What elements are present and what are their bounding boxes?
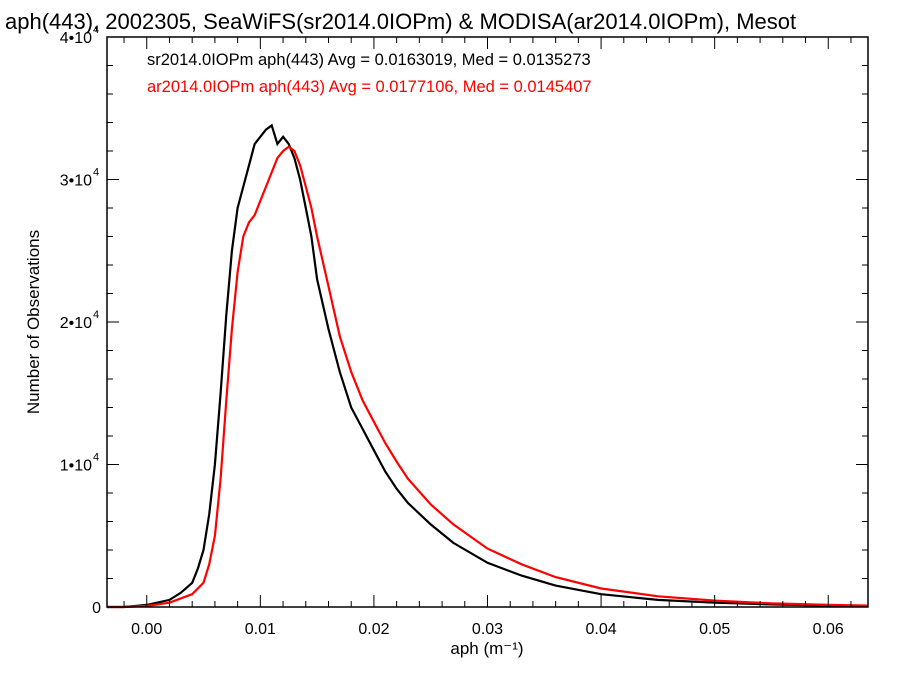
y-tick-exponent: 4	[93, 24, 99, 36]
legend-entry-sr2014: sr2014.0IOPm aph(443) Avg = 0.0163019, M…	[147, 51, 591, 69]
legend-entry-ar2014: ar2014.0IOPm aph(443) Avg = 0.0177106, M…	[147, 78, 592, 96]
y-tick-exponent: 4	[93, 309, 99, 321]
x-tick-label: 0.05	[699, 621, 730, 638]
plot-lines	[107, 123, 869, 609]
y-tick-label: 3•10	[60, 173, 92, 190]
x-tick-label: 0.01	[245, 621, 276, 638]
x-tick-label: 0.02	[358, 621, 389, 638]
y-tick-exponent: 4	[93, 167, 99, 179]
y-tick-exponent: 4	[93, 452, 99, 464]
y-tick-label: 4•10	[60, 30, 92, 47]
y-tick-label: 0	[92, 600, 101, 617]
x-axis: 0.00 0.01 0.02 0.03 0.04 0.05 0.06	[123, 37, 852, 638]
y-tick-label: 2•10	[60, 315, 92, 332]
chart-title: aph(443), 2002305, SeaWiFS(sr2014.0IOPm)…	[5, 9, 796, 34]
series-line-2	[107, 145, 869, 609]
x-axis-label: aph (m⁻¹)	[450, 639, 523, 658]
x-tick-label: 0.00	[131, 621, 162, 638]
y-axis-label: Number of Observations	[24, 230, 43, 414]
series-line-1	[107, 123, 869, 609]
x-tick-label: 0.04	[586, 621, 617, 638]
y-tick-label: 1•10	[60, 458, 92, 475]
plot-frame	[106, 36, 869, 608]
x-tick-label: 0.03	[472, 621, 503, 638]
x-tick-label: 0.06	[813, 621, 844, 638]
y-axis: 01•10 42•10 43•10 44•10 4	[60, 24, 868, 617]
